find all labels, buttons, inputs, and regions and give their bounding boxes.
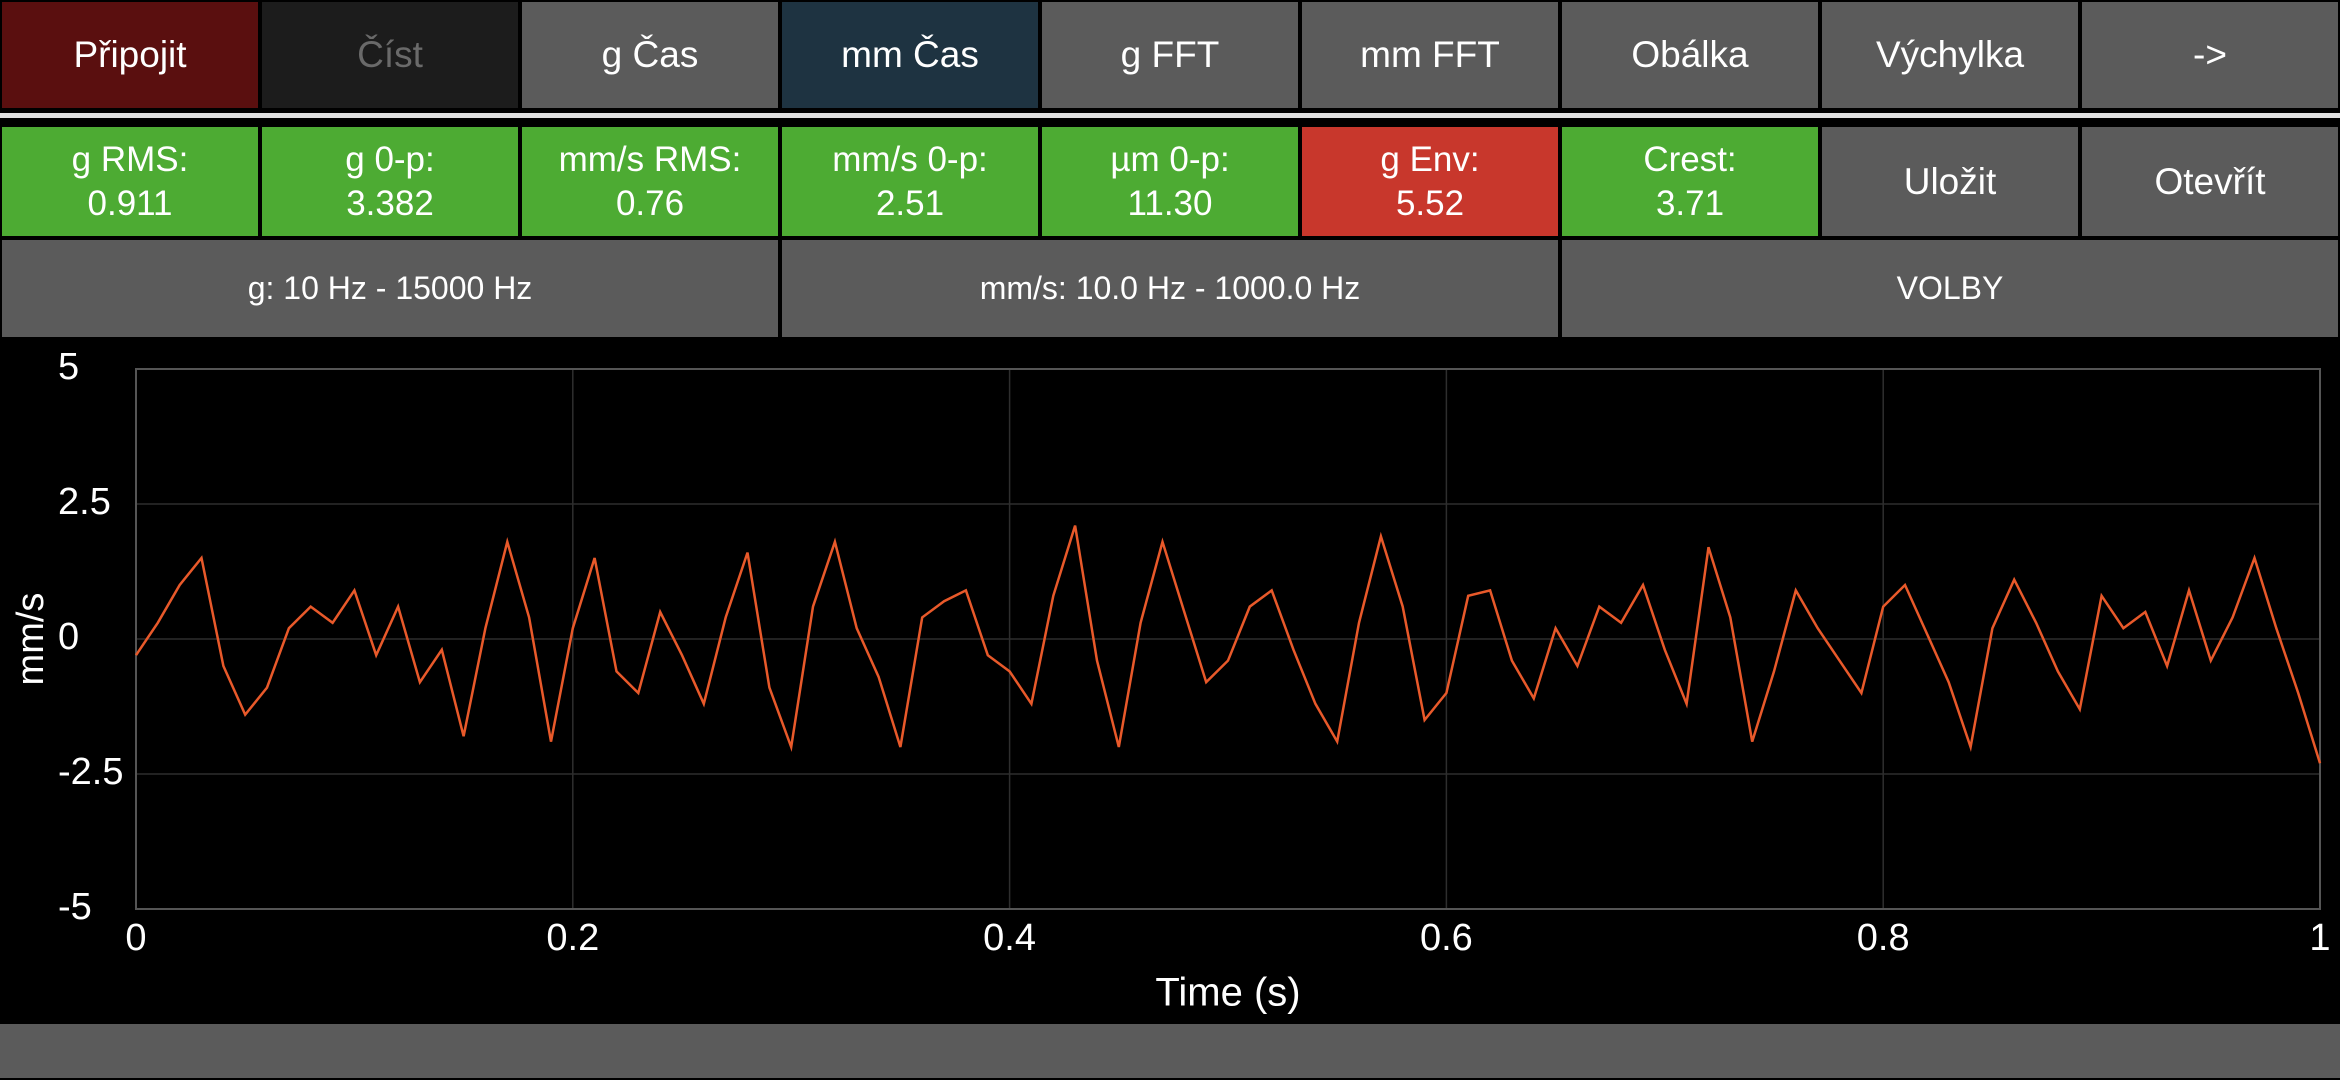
x-tick-label: 0.8 [1857, 917, 1910, 959]
x-tick-label: 0.2 [546, 917, 599, 959]
toolbar-button[interactable]: Výchylka [1820, 0, 2080, 110]
signal-line [134, 525, 2322, 764]
y-tick-label: -5 [58, 886, 92, 928]
separator [0, 113, 2340, 118]
range-button[interactable]: VOLBY [1560, 238, 2340, 339]
toolbar-button[interactable]: mm FFT [1300, 0, 1560, 110]
range-button[interactable]: mm/s: 10.0 Hz - 1000.0 Hz [780, 238, 1560, 339]
label: mm/s RMS: [558, 139, 742, 179]
metric-tile: g RMS: 0.911 [0, 125, 260, 238]
toolbar-button[interactable]: mm Čas [780, 0, 1040, 110]
plot-frame [135, 368, 2321, 910]
toolbar-button[interactable]: Připojit [0, 0, 260, 110]
metric-tile: µm 0-p: 11.30 [1040, 125, 1300, 238]
x-tick-label: 1 [2309, 917, 2330, 959]
label: mm FFT [1360, 34, 1500, 75]
label: 11.30 [1127, 183, 1213, 223]
metric-tile: mm/s 0-p: 2.51 [780, 125, 1040, 238]
label: µm 0-p: [1110, 139, 1230, 179]
y-axis-title: mm/s [10, 593, 52, 686]
label: g: 10 Hz - 15000 Hz [247, 270, 533, 306]
toolbar-button[interactable]: g Čas [520, 0, 780, 110]
label: Obálka [1631, 34, 1749, 75]
label: 3.382 [346, 183, 434, 223]
label: Crest: [1643, 139, 1737, 179]
y-tick-label: 0 [58, 616, 79, 658]
label: 5.52 [1395, 183, 1465, 223]
label: g 0-p: [345, 139, 435, 179]
label: g Čas [601, 34, 699, 75]
y-tick-label: -2.5 [58, 751, 123, 793]
toolbar-button[interactable]: Číst [260, 0, 520, 110]
label: VOLBY [1896, 270, 2004, 306]
label: g RMS: [71, 139, 189, 179]
action-button[interactable]: Otevřít [2080, 125, 2340, 238]
x-tick-label: 0.4 [983, 917, 1036, 959]
metric-tile: mm/s RMS: 0.76 [520, 125, 780, 238]
y-tick-label: 2.5 [58, 481, 111, 523]
x-tick-label: 0.6 [1420, 917, 1473, 959]
label: Připojit [73, 34, 187, 75]
label: g FFT [1120, 34, 1220, 75]
label: -> [2193, 34, 2227, 75]
x-axis-title: Time (s) [1155, 971, 1300, 1015]
toolbar-button[interactable]: -> [2080, 0, 2340, 110]
label: Otevřít [2154, 160, 2266, 202]
label: mm/s 0-p: [832, 139, 988, 179]
label: 2.51 [875, 183, 945, 223]
toolbar-button[interactable]: Obálka [1560, 0, 1820, 110]
toolbar-button[interactable]: g FFT [1040, 0, 1300, 110]
label: 0.911 [87, 183, 173, 223]
label: mm Čas [841, 34, 979, 75]
label: Výchylka [1875, 34, 2025, 75]
label: g Env: [1380, 139, 1480, 179]
x-tick-label: 0 [125, 917, 146, 959]
label: mm/s: 10.0 Hz - 1000.0 Hz [979, 270, 1361, 306]
metric-tile: g 0-p: 3.382 [260, 125, 520, 238]
action-button[interactable]: Uložit [1820, 125, 2080, 238]
label: Číst [357, 34, 423, 75]
range-button[interactable]: g: 10 Hz - 15000 Hz [0, 238, 780, 339]
y-tick-label: 5 [58, 346, 79, 388]
label: 3.71 [1655, 183, 1725, 223]
metric-tile: g Env: 5.52 [1300, 125, 1560, 238]
metric-tile: Crest: 3.71 [1560, 125, 1820, 238]
label: Uložit [1903, 160, 1997, 202]
label: 0.76 [615, 183, 685, 223]
status-bar [0, 1024, 2340, 1078]
